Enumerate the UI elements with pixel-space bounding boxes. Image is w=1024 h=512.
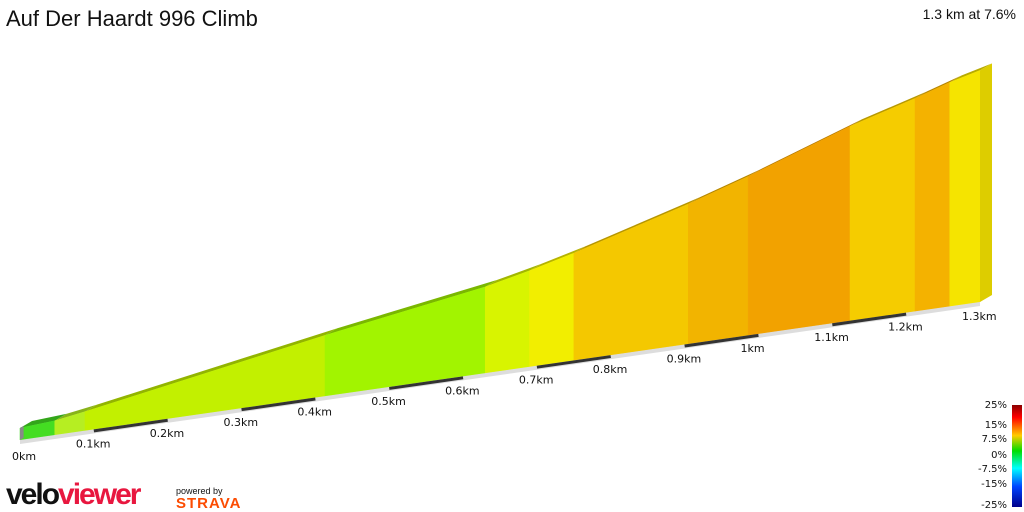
- gradient-segment: [747, 125, 851, 336]
- climb-summary: 1.3 km at 7.6%: [922, 6, 1016, 22]
- axis-band: [536, 355, 611, 369]
- x-tick-label: 0.2km: [150, 427, 185, 440]
- x-tick-label: 0.5km: [371, 395, 406, 408]
- segment-top-face: [84, 328, 337, 412]
- gradient-segment: [484, 270, 530, 374]
- x-tick-label: 1.2km: [888, 321, 923, 334]
- gradient-segment: [914, 82, 950, 312]
- profile-end-face: [980, 63, 992, 303]
- legend-label: 7.5%: [982, 434, 1007, 445]
- axis-band: [241, 397, 316, 412]
- strava-badge: powered by STRAVA: [176, 486, 242, 512]
- x-tick-label: 0.3km: [224, 416, 259, 429]
- x-tick-label: 0.1km: [76, 437, 111, 450]
- axis-band: [389, 376, 464, 390]
- segment-top-face: [949, 63, 992, 83]
- axis-band: [684, 333, 759, 348]
- logo-part: viewer: [58, 478, 141, 511]
- legend-label: -15%: [981, 479, 1007, 490]
- gradient-legend: 25% 15% 7.5% 0% -7.5% -15% -25%: [978, 400, 1022, 511]
- x-tick-label: 0.7km: [519, 374, 554, 387]
- segment-top-face: [20, 413, 67, 428]
- segment-top-face: [54, 404, 97, 421]
- segment-top-face: [688, 169, 761, 205]
- x-tick-label: 0.8km: [593, 363, 628, 376]
- gradient-segment: [688, 176, 749, 345]
- x-tick-label: 0.4km: [297, 406, 332, 419]
- strava-logo: STRAVA: [176, 495, 242, 512]
- legend-label: -25%: [981, 500, 1007, 511]
- chart-title: Auf Der Haardt 996 Climb: [6, 6, 258, 31]
- powered-by: powered by: [176, 486, 223, 496]
- gradient-segment: [849, 98, 916, 321]
- legend-label: 25%: [985, 400, 1007, 411]
- profile-start-face: [20, 425, 24, 440]
- veloviewer-logo: veloviewer: [6, 478, 141, 512]
- segment-top-face: [324, 279, 498, 336]
- x-tick-label: 0km: [12, 450, 36, 463]
- legend-label: 0%: [991, 450, 1007, 461]
- legend-label: 15%: [985, 420, 1007, 431]
- segment-top-face: [850, 91, 928, 127]
- gradient-segment: [949, 70, 981, 307]
- segment-top-face: [485, 263, 542, 287]
- legend-colorbar: [1012, 405, 1022, 507]
- axis-band: [832, 312, 907, 327]
- segment-top-face: [573, 197, 701, 254]
- segment-top-face: [529, 246, 586, 271]
- x-tick-label: 1km: [740, 342, 764, 355]
- legend-label: -7.5%: [978, 464, 1007, 475]
- axis-band: [93, 418, 168, 433]
- logo-part: velo: [6, 478, 60, 511]
- x-tick-label: 0.6km: [445, 384, 480, 397]
- x-tick-label: 1.3km: [962, 310, 997, 323]
- x-tick-label: 0.9km: [667, 352, 702, 365]
- segment-top-face: [915, 75, 962, 99]
- gradient-segment: [529, 252, 575, 368]
- x-tick-label: 1.1km: [814, 331, 849, 344]
